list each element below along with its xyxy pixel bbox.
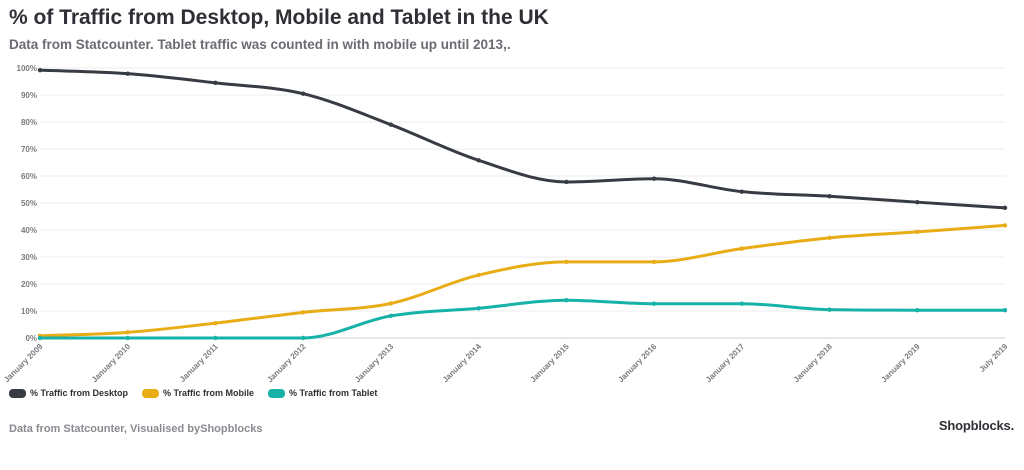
data-point-mobile[interactable] — [915, 229, 920, 235]
y-tick-label: 50% — [21, 199, 37, 208]
data-point-mobile[interactable] — [827, 235, 832, 241]
data-point-tablet[interactable] — [827, 307, 832, 312]
x-tick-label: January 2016 — [616, 342, 659, 385]
y-tick-label: 80% — [21, 118, 37, 127]
data-point-desktop[interactable] — [739, 189, 745, 194]
data-point-tablet[interactable] — [915, 307, 920, 313]
x-tick-label: January 2013 — [353, 342, 396, 385]
data-point-mobile[interactable] — [651, 259, 657, 265]
footer-credit: Data from Statcounter, Visualised byShop… — [9, 423, 263, 435]
brand-logo[interactable]: Shopblocks. — [938, 418, 1014, 433]
series-line-desktop[interactable] — [38, 68, 1007, 210]
legend-label-tablet: % Traffic from Tablet — [289, 388, 378, 398]
legend-swatch-desktop — [9, 388, 26, 398]
data-point-mobile[interactable] — [388, 301, 394, 306]
data-point-tablet[interactable] — [1002, 307, 1008, 313]
data-point-desktop[interactable] — [125, 71, 130, 76]
data-point-tablet[interactable] — [300, 335, 306, 341]
data-point-desktop[interactable] — [915, 199, 920, 205]
data-point-tablet[interactable] — [739, 301, 745, 306]
data-point-desktop[interactable] — [300, 91, 306, 96]
data-point-desktop[interactable] — [388, 122, 394, 127]
y-tick-label: 10% — [21, 307, 37, 316]
legend-label-desktop: % Traffic from Desktop — [30, 388, 129, 398]
legend-swatch-tablet — [268, 388, 286, 398]
x-tick-label: January 2015 — [529, 342, 572, 385]
legend-item-tablet[interactable]: % Traffic from Tablet — [268, 388, 377, 398]
x-tick-label: July 2019 — [978, 342, 1010, 374]
x-tick-label: January 2014 — [441, 342, 484, 385]
x-tick-label: January 2019 — [879, 342, 922, 385]
y-tick-label: 20% — [21, 280, 37, 289]
data-point-desktop[interactable] — [476, 158, 481, 163]
legend-swatch-mobile — [142, 388, 160, 398]
data-point-tablet[interactable] — [213, 335, 218, 341]
data-point-desktop[interactable] — [1002, 205, 1008, 211]
series-lines — [38, 68, 1007, 340]
chart-legend: % Traffic from Desktop % Traffic from Mo… — [9, 388, 377, 398]
x-tick-label: January 2012 — [265, 342, 308, 385]
data-point-mobile[interactable] — [476, 272, 481, 278]
data-point-mobile[interactable] — [564, 259, 569, 265]
data-point-desktop[interactable] — [651, 176, 657, 181]
series-points — [37, 67, 1008, 341]
data-point-desktop[interactable] — [827, 194, 832, 199]
data-point-desktop[interactable] — [564, 179, 569, 185]
y-tick-label: 0% — [25, 334, 37, 343]
chart-subtitle: Data from Statcounter. Tablet traffic wa… — [9, 37, 511, 52]
y-tick-label: 30% — [21, 253, 37, 262]
x-axis-ticks: January 2009 January 2010 January 2011 Janu… — [2, 342, 1010, 385]
x-tick-label: January 2017 — [704, 342, 747, 385]
data-point-tablet[interactable] — [564, 298, 569, 303]
y-tick-label: 100% — [17, 64, 37, 73]
x-tick-label: January 2018 — [792, 342, 835, 385]
series-line-mobile[interactable] — [38, 223, 1007, 338]
data-point-mobile[interactable] — [739, 246, 745, 251]
x-tick-label: January 2011 — [178, 342, 220, 384]
data-point-tablet[interactable] — [476, 306, 481, 311]
x-tick-label: January 2009 — [2, 342, 45, 385]
y-tick-label: 60% — [21, 172, 37, 181]
data-point-desktop[interactable] — [37, 67, 43, 73]
data-point-tablet[interactable] — [651, 301, 657, 306]
legend-label-mobile: % Traffic from Mobile — [163, 388, 255, 398]
data-point-tablet[interactable] — [37, 335, 43, 341]
legend-item-mobile[interactable]: % Traffic from Mobile — [142, 388, 254, 398]
data-point-mobile[interactable] — [1002, 223, 1008, 228]
data-point-mobile[interactable] — [125, 330, 130, 335]
x-tick-label: January 2010 — [90, 342, 133, 385]
legend-item-desktop[interactable]: % Traffic from Desktop — [9, 388, 128, 398]
y-tick-label: 40% — [21, 226, 37, 235]
data-point-desktop[interactable] — [213, 80, 218, 86]
data-point-tablet[interactable] — [125, 335, 130, 341]
gridlines — [40, 67, 1005, 339]
y-tick-label: 70% — [21, 145, 37, 154]
data-point-tablet[interactable] — [388, 313, 394, 319]
series-line-tablet[interactable] — [38, 298, 1007, 340]
chart-title: % of Traffic from Desktop, Mobile and Ta… — [9, 6, 549, 29]
y-axis-ticks: 0% 10% 20% 30% 40% 50% 60% 70% 80% 90% 100% — [17, 64, 37, 343]
data-point-mobile[interactable] — [213, 320, 218, 326]
data-point-mobile[interactable] — [300, 310, 306, 315]
y-tick-label: 90% — [21, 91, 37, 100]
